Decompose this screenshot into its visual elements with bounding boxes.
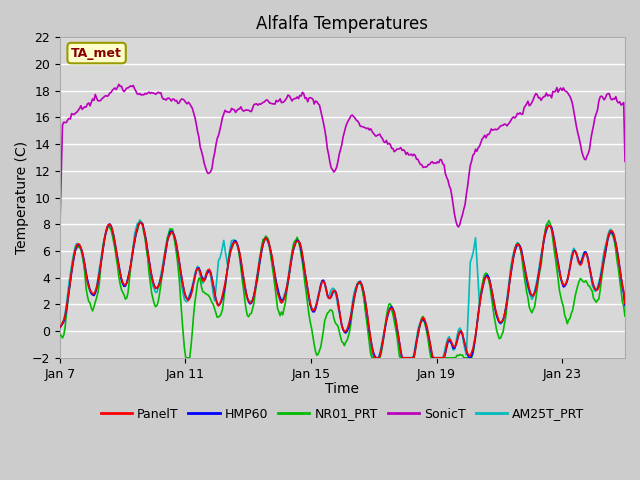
Title: Alfalfa Temperatures: Alfalfa Temperatures: [257, 15, 428, 33]
Text: TA_met: TA_met: [71, 47, 122, 60]
Y-axis label: Temperature (C): Temperature (C): [15, 141, 29, 254]
Legend: PanelT, HMP60, NR01_PRT, SonicT, AM25T_PRT: PanelT, HMP60, NR01_PRT, SonicT, AM25T_P…: [95, 403, 589, 425]
X-axis label: Time: Time: [325, 382, 360, 396]
